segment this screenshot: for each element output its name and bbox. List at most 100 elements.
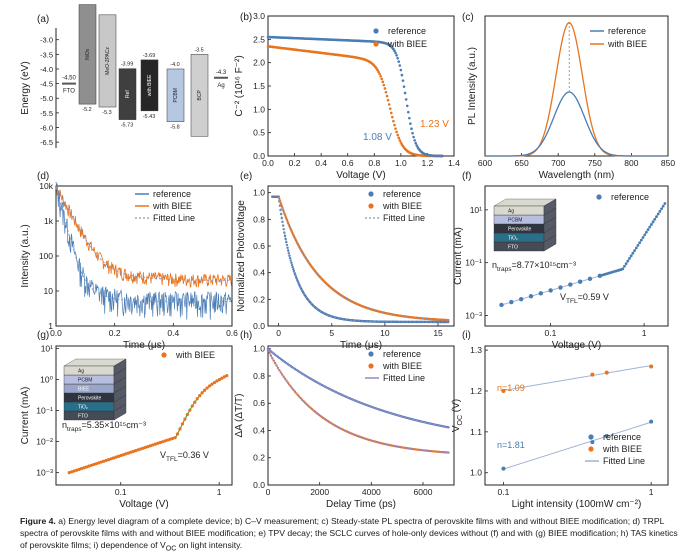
panel-e-point-biee xyxy=(447,318,450,322)
panel-d-label: (d) xyxy=(37,171,49,182)
panel-g-point-biee xyxy=(148,444,153,448)
panel-c-ylabel: PL Intensity (a.u.) xyxy=(467,47,478,125)
panel-f-frame xyxy=(484,185,669,327)
panel-b-point-biee xyxy=(393,123,396,127)
panel-i-fit-ref xyxy=(503,421,652,470)
panel-f-point-ref xyxy=(597,273,603,279)
panel-i-xtick-label: 1 xyxy=(649,487,654,497)
panel-b-xtick-label: 0.4 xyxy=(315,158,327,168)
panel-g-point-biee xyxy=(188,408,192,412)
panel-b-point-biee xyxy=(387,103,391,106)
panel-b-ytick-label: 3.0 xyxy=(253,11,265,21)
panel-h-label: (h) xyxy=(240,330,252,341)
panel-b-point-biee xyxy=(396,133,399,137)
panel-f-point-ref xyxy=(631,251,635,255)
panel-f-vtfl: VTFL=0.59 V xyxy=(560,292,609,305)
panel-g-point-biee xyxy=(94,462,98,466)
layer-name-2: MeO-2PACz xyxy=(105,47,111,75)
panel-e-fit-biee xyxy=(278,196,449,321)
panel-b-legend-ref-marker xyxy=(373,28,379,34)
panel-c-xtick-label: 850 xyxy=(661,158,675,168)
panel-b-point-ref xyxy=(401,79,405,82)
panel-e-ytick-label: 1.0 xyxy=(253,188,265,198)
panel-g-point-biee xyxy=(97,461,101,465)
panel-f-stack-layer-label: TiO₂ xyxy=(508,236,518,242)
panel-f-vtfl_val: =0.59 V xyxy=(578,292,609,302)
panel-h-fit-ref xyxy=(267,348,449,428)
panel-e-ylabel: Normalized Photovoltage xyxy=(236,200,247,312)
panel-h-ytick-label: 0.0 xyxy=(253,480,265,490)
panel-c-label: (c) xyxy=(462,12,474,23)
panel-f-point-ref xyxy=(629,254,633,258)
panel-g-stack-layer-label: PCBM xyxy=(78,378,92,384)
caption-text: a) Energy level diagram of a complete de… xyxy=(20,516,678,550)
panel-b-point-biee xyxy=(385,94,389,98)
panel-g-ytick-label: 10⁻² xyxy=(36,437,53,447)
layer-bottom-4: -5.43 xyxy=(143,114,156,120)
panel-b-point-biee xyxy=(382,83,386,87)
panel-g-point-biee xyxy=(70,470,74,474)
panel-g-point-biee xyxy=(193,400,197,404)
panel-g-point-biee xyxy=(212,380,217,385)
panel-e-xtick-label: 5 xyxy=(329,328,334,338)
panel-b-point-biee xyxy=(386,98,390,102)
panel-b-label: (b) xyxy=(240,12,252,23)
panel-a-label: (a) xyxy=(37,14,49,25)
panel-f-ytick-label: 10¹ xyxy=(470,205,482,215)
panel-b-point-ref xyxy=(397,60,401,63)
panel-g-ntraps: n xyxy=(62,420,67,430)
panel-f-point-ref xyxy=(639,238,643,242)
panel-e-ytick-label: 0.8 xyxy=(253,214,265,224)
panel-b-point-ref xyxy=(396,56,399,60)
panel-e-legend-biee-label: with BIEE xyxy=(382,201,422,211)
panel-b-point-ref xyxy=(395,53,398,57)
panel-f-ntraps_val: =8.77×10¹⁵cm⁻³ xyxy=(511,260,576,270)
panel-h-legend-biee-marker xyxy=(368,363,374,369)
panel-e-legend-ref-marker xyxy=(368,191,374,197)
panel-f-point-ref xyxy=(577,279,583,284)
layer-bottom-3: -5.73 xyxy=(121,123,134,129)
panel-g-point-biee xyxy=(87,464,91,468)
panel-i-label: (i) xyxy=(462,330,471,341)
panel-d-ytick-label: 10 xyxy=(44,286,54,296)
panel-g-point-biee xyxy=(190,404,194,408)
panel-f-point-ref xyxy=(660,207,663,211)
panel-d-ytick-label: 1k xyxy=(44,216,54,226)
layer-name-0: FTO xyxy=(63,89,75,95)
panel-b-point-biee xyxy=(394,127,397,130)
panel-c-series-ref xyxy=(485,91,668,157)
panel-i-point-biee xyxy=(604,370,609,375)
panel-d-legend-biee-label: with BIEE xyxy=(152,201,192,211)
panel-b-point-ref xyxy=(411,131,414,135)
panel-g-ylabel: Current (mA) xyxy=(20,387,31,445)
panel-f-point-ref xyxy=(621,267,625,271)
panel-b-point-biee xyxy=(379,74,382,78)
layer-name-5: PCBM xyxy=(173,88,179,102)
panel-g-point-biee xyxy=(129,450,133,454)
figure-caption: Figure 4. a) Energy level diagram of a c… xyxy=(20,515,685,555)
panel-c-xtick-label: 750 xyxy=(588,158,602,168)
panel-b-point-ref xyxy=(398,64,402,67)
panel-i-frame xyxy=(484,345,669,486)
panel-e-xtick-label: 10 xyxy=(380,328,390,338)
panel-b-point-ref xyxy=(414,141,418,145)
panel-g-point-biee xyxy=(124,452,128,456)
panel-a-ytick-label: -3.5 xyxy=(40,50,53,59)
panel-g-point-biee xyxy=(225,374,229,378)
panel-g-point-biee xyxy=(178,427,182,431)
caption-text-end: on light intensity. xyxy=(176,540,243,550)
panel-f-point-ref xyxy=(651,220,655,224)
panel-g-point-biee xyxy=(168,437,172,441)
panel-i-point-ref xyxy=(501,466,506,471)
panel-b-point-ref xyxy=(403,91,407,95)
layer-value-0: -4.50 xyxy=(62,76,76,82)
panel-g-stack-layer-label: Perovskite xyxy=(78,396,102,402)
panel-b-legend-ref-label: reference xyxy=(388,26,426,36)
panel-f-legend-ref-label: reference xyxy=(611,192,649,202)
panel-d-legend-fit-label: Fitted Line xyxy=(153,213,195,223)
panel-b-point-ref xyxy=(408,116,411,120)
panel-f-ylabel: Current (mA) xyxy=(453,227,464,285)
panel-g-point-biee xyxy=(136,448,140,452)
panel-g-point-biee xyxy=(161,440,165,444)
panel-i-ytick-label: 1.1 xyxy=(470,427,482,437)
